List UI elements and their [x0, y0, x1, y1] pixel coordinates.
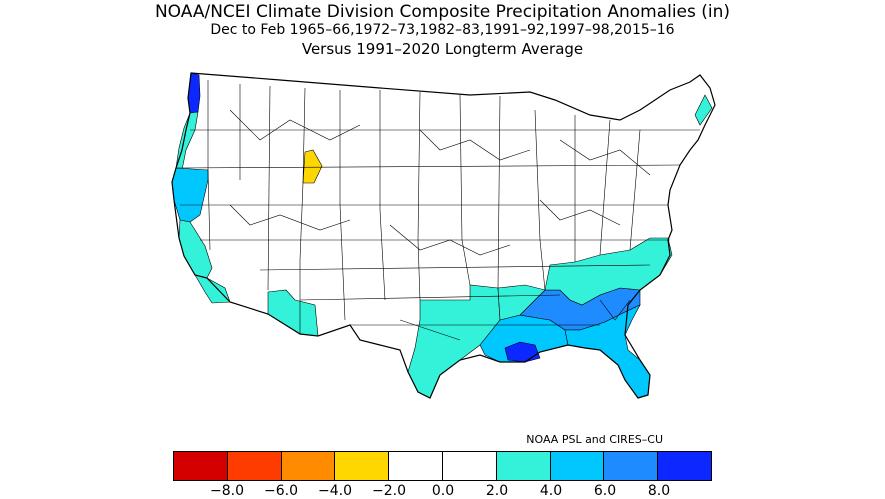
legend-tick-label: −4.0	[318, 483, 352, 499]
legend-swatch	[496, 452, 551, 480]
map-subtitle-baseline: Versus 1991–2020 Longterm Average	[301, 40, 584, 58]
legend-swatch	[174, 452, 228, 480]
region-central-california-coast	[178, 219, 213, 279]
legend-tick-label: 6.0	[593, 483, 617, 499]
legend-tick-label: 8.0	[647, 483, 671, 499]
legend-swatch	[227, 452, 282, 480]
legend-swatch	[335, 452, 390, 480]
legend-tick-label: −8.0	[210, 483, 244, 499]
legend-tick-label: 2.0	[485, 483, 509, 499]
region-southern-california	[194, 274, 231, 304]
color-legend-bar	[173, 451, 712, 481]
legend-swatch	[442, 452, 497, 480]
region-oregon-coast	[175, 111, 199, 171]
region-carolinas-georgia	[544, 237, 673, 306]
legend-swatch	[550, 452, 605, 480]
legend-swatch	[281, 452, 336, 480]
legend-tick-label: 4.0	[539, 483, 563, 499]
legend-swatch	[604, 452, 659, 480]
map-title: NOAA/NCEI Climate Division Composite Pre…	[154, 2, 731, 22]
legend-tick-label: −2.0	[372, 483, 406, 499]
region-idaho-montana	[302, 149, 323, 184]
credit-text: NOAA PSL and CIRES–CU	[526, 433, 663, 446]
map-subtitle-seasons: Dec to Feb 1965–66,1972–73,1982–83,1991–…	[210, 22, 675, 38]
region-maine-coast	[694, 94, 713, 126]
region-northern-california	[171, 167, 209, 223]
region-arkansas-south	[497, 284, 546, 321]
us-outline	[171, 72, 716, 399]
legend-swatch	[389, 452, 443, 480]
legend-tick-label: 0.0	[431, 483, 455, 499]
region-louisiana-coast	[504, 341, 541, 363]
legend-tick-label: −6.0	[264, 483, 298, 499]
legend-swatch	[658, 452, 711, 480]
division-boundaries	[175, 80, 700, 341]
